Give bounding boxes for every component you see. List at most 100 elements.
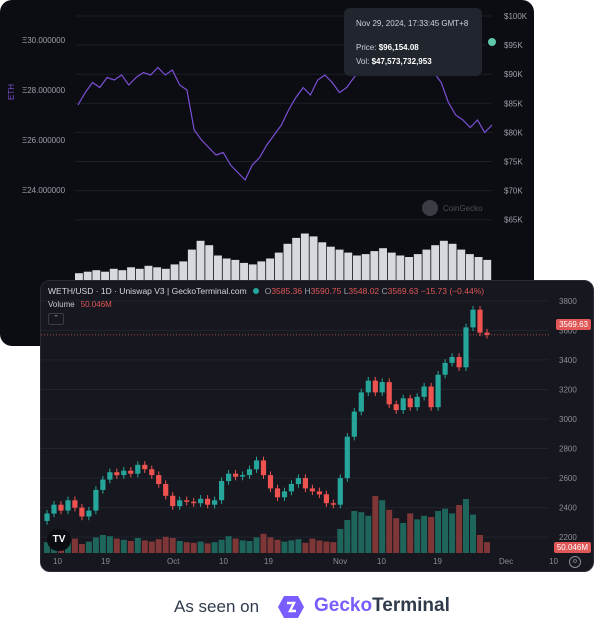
volume-bar	[248, 264, 257, 282]
time-axis-tick: 10	[377, 557, 386, 566]
price-axis-tick: 2800	[559, 445, 577, 454]
volume-bar	[225, 536, 232, 553]
price-axis-tick: 2200	[559, 533, 577, 542]
right-axis-tick: $75K	[504, 158, 523, 167]
candle-body	[86, 510, 92, 517]
volume-bar	[222, 258, 231, 282]
time-axis-tick: Oct	[167, 557, 180, 566]
candle-body	[309, 488, 315, 492]
volume-bar	[71, 538, 78, 553]
volume-bar	[92, 270, 101, 282]
right-axis-tick: $70K	[504, 187, 523, 196]
volume-legend-value: 50.046M	[80, 300, 112, 309]
candle-body	[484, 332, 490, 335]
candle-body	[449, 357, 455, 363]
volume-bar	[246, 541, 253, 553]
candle-body	[156, 475, 162, 484]
chart-header: WETH/USD · 1D · Uniswap V3 | GeckoTermin…	[48, 286, 485, 296]
volume-bar	[44, 542, 50, 553]
ohlc-open: 3585.36	[271, 286, 303, 296]
candle-body	[253, 460, 260, 470]
candle-body	[316, 491, 322, 495]
volume-bar	[302, 542, 309, 553]
candle-body	[177, 500, 183, 507]
volume-bar	[99, 535, 106, 553]
volume-bar	[335, 249, 344, 282]
hover-point-marker	[486, 36, 498, 48]
volume-bar	[85, 541, 92, 553]
volume-bar	[240, 262, 248, 282]
collapse-legend-button[interactable]: ⌃	[48, 313, 64, 325]
volume-bar	[435, 511, 442, 553]
candle-body	[233, 473, 239, 477]
candle-body	[421, 386, 427, 397]
volume-bar	[162, 536, 169, 553]
symbol-title: WETH/USD · 1D · Uniswap V3 | GeckoTermin…	[48, 286, 247, 296]
left-axis-tick: Ξ30.000000	[22, 36, 66, 45]
volume-bar	[358, 512, 365, 553]
candle-body	[135, 464, 141, 474]
price-axis-tick: 3600	[559, 326, 577, 335]
left-axis-tick: Ξ24.000000	[22, 186, 66, 195]
volume-bar	[118, 270, 127, 282]
time-axis-tick: 19	[433, 557, 442, 566]
candle-body	[295, 478, 301, 484]
candlestick-chart[interactable]: 3800 3600 3400 3200 3000 2800 2600 2400 2200	[41, 281, 593, 571]
volume-bar	[457, 249, 466, 282]
volume-bar	[470, 514, 476, 553]
volume-bar	[370, 251, 379, 282]
volume-bar	[253, 537, 260, 553]
tooltip-time: Nov 29, 2024, 17:33:45 GMT+8	[356, 19, 469, 28]
volume-bar	[292, 237, 301, 282]
volume-bar	[197, 541, 204, 553]
volume-bar	[267, 537, 274, 553]
time-axis[interactable]: 10 19 Oct 10 19 Nov 10 19 Dec 10	[41, 557, 593, 571]
volume-bar	[257, 261, 266, 282]
time-axis-tick: 10	[549, 557, 558, 566]
volume-bar	[413, 254, 422, 282]
candle-body	[51, 504, 57, 514]
brand-name: GeckoTerminal	[314, 595, 450, 616]
volume-bar	[109, 268, 118, 282]
volume-bar	[179, 261, 188, 282]
candle-body	[226, 473, 232, 482]
candle-body	[330, 503, 336, 505]
right-axis-tick: $80K	[504, 128, 523, 137]
price-axis-tick: 3000	[559, 415, 577, 424]
footer: As seen on GeckoTerminal	[0, 592, 594, 622]
volume-bar	[400, 523, 407, 553]
volume-bar	[483, 259, 492, 282]
volume-bar	[148, 541, 155, 553]
price-axis-tick: 3800	[559, 297, 577, 306]
candle-body	[302, 478, 308, 489]
candle-body	[240, 475, 246, 477]
live-status-dot	[252, 288, 259, 294]
ohlc-close: 3569.63	[387, 286, 419, 296]
right-axis-tick: $95K	[504, 41, 523, 50]
volume-bar	[337, 529, 344, 553]
volume-bar	[428, 517, 435, 553]
candle-body	[212, 500, 218, 505]
candle-body	[142, 464, 148, 470]
geckoterminal-logo-icon	[278, 596, 304, 618]
candle-body	[79, 507, 85, 517]
candle-body	[281, 491, 288, 498]
tradingview-logo[interactable]: TV	[47, 529, 71, 551]
volume-bar	[448, 243, 457, 282]
volume-bar	[120, 539, 127, 553]
volume-bar	[477, 535, 483, 553]
volume-bar	[135, 268, 144, 282]
volume-bar	[372, 496, 379, 553]
candle-body	[100, 479, 106, 490]
candle-body	[393, 404, 399, 411]
volume-bar	[78, 544, 85, 553]
settings-gear-icon[interactable]: ⚙	[569, 556, 581, 568]
volume-bar	[127, 267, 135, 282]
volume-bar	[351, 511, 358, 553]
volume-bar	[439, 240, 448, 282]
volume-bar	[281, 541, 288, 553]
price-axis-tick: 3200	[559, 385, 577, 394]
candle-body	[121, 470, 127, 476]
candle-body	[72, 500, 78, 508]
volume-bar	[393, 518, 400, 553]
